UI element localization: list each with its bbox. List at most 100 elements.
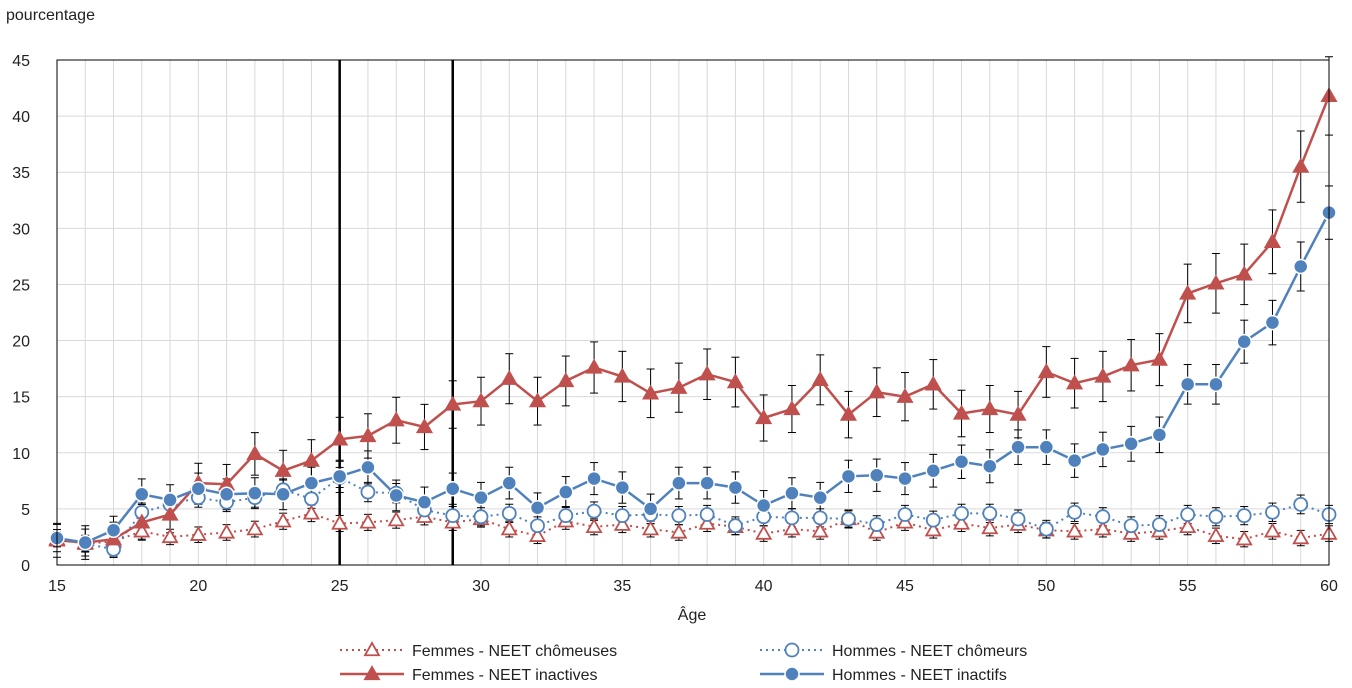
data-point (528, 392, 547, 408)
y-tick-label: 15 (12, 390, 30, 407)
data-point (501, 505, 517, 521)
series-layer (48, 87, 1338, 557)
legend-label: Femmes - NEET inactives (412, 667, 598, 684)
data-point (1151, 427, 1168, 443)
data-point (982, 458, 998, 474)
data-point (528, 527, 547, 542)
data-point (1265, 504, 1280, 520)
data-point (784, 510, 800, 526)
data-point (812, 489, 828, 506)
data-point (670, 378, 688, 394)
legend-marker (784, 666, 800, 682)
legend-item-hommes-chomeurs: Hommes - NEET chômeurs (760, 642, 1027, 660)
data-point (1264, 314, 1281, 331)
data-point (77, 534, 94, 551)
legend-marker (784, 642, 800, 658)
data-point (981, 400, 999, 416)
legend-item-hommes-inactifs: Hommes - NEET inactifs (760, 666, 1007, 684)
data-point (218, 523, 236, 539)
data-point (303, 475, 320, 491)
data-point (1010, 439, 1026, 455)
data-point (500, 520, 518, 536)
data-point (642, 384, 660, 400)
data-point (1123, 518, 1139, 534)
data-point (1180, 507, 1196, 522)
y-tick-label: 20 (12, 334, 30, 351)
data-point (1179, 518, 1197, 533)
data-point (586, 470, 602, 487)
data-point (1067, 504, 1082, 520)
x-tick-label: 45 (896, 578, 914, 595)
legend-item-femmes-chomeuses: Femmes - NEET chômeuses (340, 641, 617, 660)
data-point (275, 486, 291, 503)
data-point (161, 505, 179, 521)
data-point (1009, 405, 1027, 421)
tick-labels: 15 20 25 30 35 40 45 50 55 60 0 5 10 15 20 25 30 35 40 45 (12, 53, 1338, 595)
y-tick-label: 45 (12, 53, 30, 70)
legend-label: Femmes - NEET chômeuses (412, 643, 617, 660)
series-line (56, 95, 1331, 544)
data-point (613, 367, 631, 383)
data-point (727, 479, 744, 496)
circle-filled-solid-icon (760, 666, 824, 682)
data-point (558, 508, 574, 524)
data-point (501, 475, 518, 491)
data-point (247, 485, 263, 501)
data-point (981, 519, 999, 535)
legend-marker (363, 641, 381, 657)
data-point (1066, 522, 1084, 538)
data-point (699, 507, 715, 522)
data-point (246, 520, 264, 536)
data-point (586, 503, 602, 519)
data-point (952, 404, 971, 420)
data-point (699, 475, 715, 491)
data-point (755, 409, 773, 425)
data-point (924, 521, 942, 537)
data-point (897, 507, 913, 522)
data-point (840, 468, 857, 485)
data-point (190, 480, 207, 497)
data-point (812, 510, 828, 526)
x-tick-label: 60 (1320, 578, 1338, 595)
series-0 (48, 504, 1338, 550)
series-line (56, 212, 1331, 544)
x-axis-title: Âge (678, 605, 707, 624)
data-point (473, 509, 489, 525)
data-point (642, 501, 659, 517)
data-point (557, 372, 575, 388)
data-point (274, 512, 292, 528)
x-tick-label: 35 (613, 578, 631, 595)
data-point (670, 523, 688, 539)
data-point (134, 486, 150, 503)
data-point (1010, 511, 1026, 527)
data-point (1235, 265, 1253, 281)
data-point (811, 522, 829, 538)
x-tick-label: 55 (1179, 578, 1197, 595)
legend-item-femmes-inactives: Femmes - NEET inactives (340, 665, 598, 684)
data-point (982, 505, 998, 521)
legend: Femmes - NEET chômeuses Hommes - NEET ch… (340, 641, 1027, 684)
data-point (302, 451, 320, 467)
data-point (1236, 333, 1252, 350)
data-point (1150, 350, 1168, 366)
data-point (274, 461, 292, 477)
data-point (387, 411, 405, 427)
x-tick-label: 40 (755, 578, 773, 595)
data-point (642, 520, 660, 536)
data-point (671, 508, 687, 524)
data-point (698, 365, 716, 381)
data-point (445, 508, 461, 524)
data-point (1095, 441, 1111, 458)
data-point (783, 520, 801, 536)
data-point (360, 459, 376, 476)
data-point (585, 358, 603, 374)
data-point (925, 512, 941, 528)
data-point (1122, 356, 1140, 372)
data-point (614, 508, 630, 524)
data-point (1292, 157, 1310, 173)
data-point (1094, 367, 1112, 383)
data-point (868, 467, 885, 483)
grid-layer (57, 60, 1329, 565)
data-point (1208, 509, 1224, 525)
data-point (530, 518, 545, 534)
